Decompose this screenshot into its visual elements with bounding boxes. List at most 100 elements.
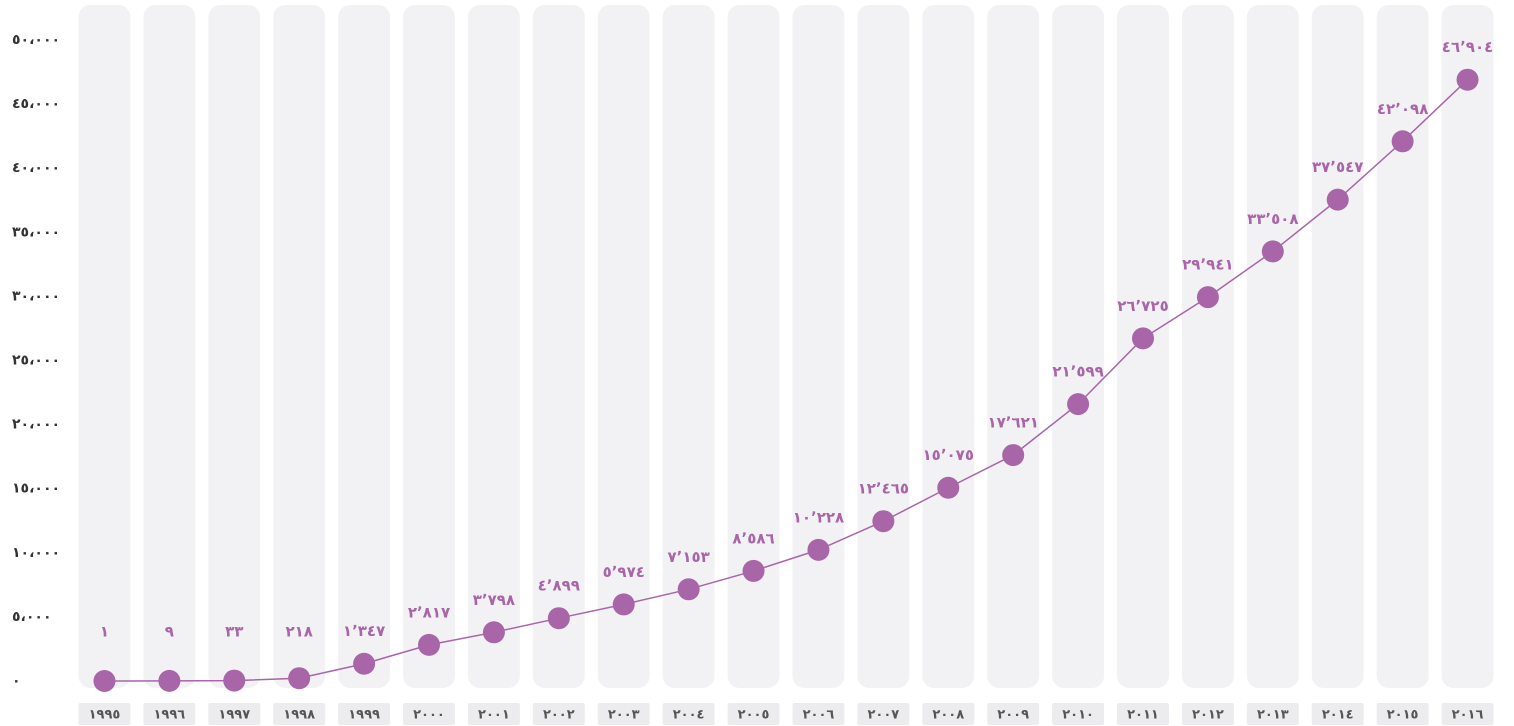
data-point [1002, 444, 1025, 467]
x-tick-label: ٢٠١٤ [1322, 708, 1354, 723]
x-tick-label: ٢٠٠٢ [543, 708, 575, 723]
data-point [807, 538, 830, 561]
column-band [78, 5, 131, 688]
y-tick-label: ٣٥،٠٠٠ [12, 224, 60, 240]
column-band [597, 5, 650, 688]
data-label: ١٠٬٢٢٨ [793, 508, 844, 526]
data-point [1326, 188, 1349, 211]
x-label-box [1052, 703, 1105, 725]
x-tick-label: ١٩٩٦ [153, 708, 185, 723]
x-tick-label: ١٩٩٨ [283, 708, 315, 723]
x-label-box [338, 703, 391, 725]
y-tick-label: ٤٥،٠٠٠ [12, 96, 60, 112]
y-tick-label: ٠ [12, 673, 21, 689]
data-point [158, 669, 181, 692]
column-band [403, 5, 455, 688]
data-label: ٤٢٬٠٩٨ [1377, 100, 1428, 118]
column-band [1311, 5, 1364, 688]
y-tick-label: ١٥،٠٠٠ [12, 481, 60, 497]
x-tick-label: ٢٠٠٥ [738, 708, 770, 723]
column-band [1246, 5, 1299, 688]
data-label: ٤٬٨٩٩ [538, 577, 580, 595]
series-line [104, 79, 1469, 682]
data-point [872, 510, 895, 533]
data-label: ٢١٬٥٩٩ [1052, 363, 1103, 381]
column-band [792, 5, 845, 688]
column-band [273, 5, 326, 688]
data-point [223, 669, 246, 692]
x-tick-label: ٢٠٠٠ [413, 708, 445, 723]
x-label-box [727, 703, 780, 725]
column-band [338, 5, 391, 688]
column-band [1181, 5, 1234, 688]
data-point [288, 667, 311, 690]
x-label-box [662, 703, 715, 725]
x-label-box [987, 703, 1040, 725]
data-point [612, 593, 635, 616]
column-band [727, 5, 780, 688]
y-tick-label: ٢٥،٠٠٠ [12, 353, 60, 369]
column-band [1376, 5, 1429, 688]
column-band [1441, 5, 1494, 688]
x-label-box [792, 703, 845, 725]
data-point [677, 578, 700, 601]
data-point [1196, 286, 1219, 309]
x-tick-label: ٢٠٠٣ [608, 708, 640, 723]
x-tick-label: ٢٠١٠ [1062, 708, 1094, 723]
x-tick-label: ١٩٩٧ [218, 708, 250, 723]
x-tick-label: ٢٠١٢ [1192, 708, 1224, 723]
column-band [987, 5, 1040, 688]
data-point [482, 621, 505, 644]
x-tick-label: ٢٠١٦ [1452, 708, 1484, 723]
x-tick-label: ٢٠٠٤ [673, 708, 705, 723]
x-tick-label: ٢٠٠٩ [997, 708, 1029, 723]
x-label-box [208, 703, 261, 725]
data-point [1456, 68, 1479, 91]
data-point [1391, 130, 1414, 153]
x-tick-label: ٢٠٠٧ [867, 708, 899, 723]
data-label: ٥٬٩٧٤ [603, 563, 645, 581]
column-band [857, 5, 910, 688]
data-label: ١٧٬٦٢١ [987, 414, 1038, 432]
x-label-box [1117, 703, 1169, 725]
x-label-box [1181, 703, 1234, 725]
data-label: ٣٧٬٥٤٧ [1312, 158, 1363, 176]
x-label-box [532, 703, 585, 725]
column-band [922, 5, 975, 688]
x-label-box [597, 703, 650, 725]
y-tick-label: ٥٠،٠٠٠ [12, 32, 60, 48]
x-label-box [143, 703, 196, 725]
x-label-box [857, 703, 910, 725]
y-tick-label: ١٠،٠٠٠ [12, 545, 60, 561]
x-tick-label: ١٩٩٥ [89, 708, 121, 723]
x-label-box [467, 703, 520, 725]
data-point [418, 633, 440, 656]
x-label-box [1246, 703, 1299, 725]
x-tick-label: ٢٠١١ [1127, 708, 1159, 723]
data-label: ٢٦٬٧٢٥ [1117, 297, 1168, 315]
data-point [937, 476, 960, 499]
x-tick-label: ٢٠٠٦ [803, 708, 835, 723]
data-point [547, 607, 570, 630]
data-point [742, 559, 765, 582]
data-point [1067, 393, 1090, 416]
data-label: ٣٣٬٥٠٨ [1247, 210, 1298, 228]
column-band [532, 5, 585, 688]
data-point [93, 669, 116, 692]
data-point [1261, 240, 1284, 263]
column-band [1052, 5, 1105, 688]
y-tick-label: ٢٠،٠٠٠ [12, 417, 60, 433]
data-label: ١٬٣٤٧ [343, 622, 385, 640]
data-point [353, 652, 376, 675]
data-label: ٣٬٧٩٨ [473, 591, 515, 609]
data-label: ٢٬٨١٧ [408, 603, 450, 621]
x-label-box [1376, 703, 1429, 725]
x-tick-label: ٢٠٠١ [478, 708, 510, 723]
x-tick-label: ٢٠١٥ [1387, 708, 1419, 723]
y-tick-label: ٤٠،٠٠٠ [12, 160, 60, 176]
data-label: ٤٦٬٩٠٤ [1442, 38, 1493, 56]
column-band [208, 5, 261, 688]
x-label-box [78, 703, 131, 725]
data-label: ٢١٨ [285, 623, 312, 641]
